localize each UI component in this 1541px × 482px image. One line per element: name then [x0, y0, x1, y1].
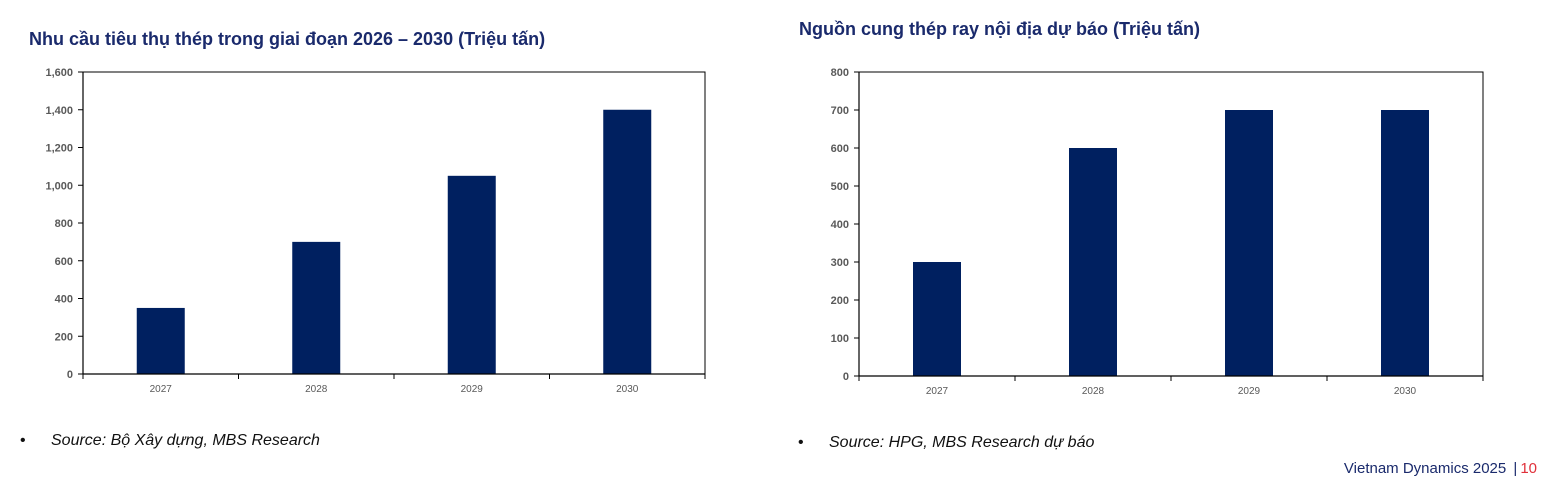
- bar-2029: [447, 175, 496, 374]
- chart-title: Nguồn cung thép ray nội địa dự báo (Triệ…: [799, 19, 1201, 39]
- source-text: Source: HPG, MBS Research dự báo: [829, 434, 1095, 451]
- y-tick-label: 600: [55, 256, 73, 268]
- y-tick-label: 0: [67, 369, 73, 381]
- bullet-icon: •: [798, 434, 804, 451]
- x-tick-label: 2030: [616, 384, 639, 395]
- y-tick-label: 1,600: [45, 67, 73, 79]
- bar-chart-rail-supply: 0 100 200 300 400 500 600 700 800 2027 2028 2029 203…: [831, 67, 1484, 397]
- y-tick-label: 800: [831, 67, 849, 79]
- chart-panel-rail-supply: Nguồn cung thép ray nội địa dự báo (Triệ…: [770, 0, 1541, 482]
- page-number: 10: [1520, 460, 1537, 477]
- x-tick-label: 2030: [1394, 386, 1417, 397]
- x-tick-label: 2029: [461, 384, 484, 395]
- report-name: Vietnam Dynamics 2025: [1343, 460, 1507, 477]
- x-tick-label: 2029: [1238, 386, 1261, 397]
- y-tick-label: 500: [831, 181, 849, 193]
- y-tick-label: 200: [55, 331, 73, 343]
- bar-2029: [1225, 110, 1273, 376]
- source-text: Source: Bộ Xây dựng, MBS Research: [51, 432, 320, 449]
- x-tick-label: 2027: [150, 384, 173, 395]
- y-tick-label: 200: [831, 295, 849, 307]
- y-tick-label: 0: [843, 371, 849, 383]
- x-tick-label: 2027: [926, 386, 949, 397]
- y-tick-label: 1,400: [45, 105, 73, 117]
- bar-2027: [913, 262, 961, 376]
- bar-2027: [136, 307, 185, 374]
- x-tick-label: 2028: [1082, 386, 1105, 397]
- chart-title: Nhu cầu tiêu thụ thép trong giai đoạn 20…: [29, 29, 546, 49]
- y-tick-label: 800: [55, 218, 73, 230]
- chart-panel-demand: Nhu cầu tiêu thụ thép trong giai đoạn 20…: [0, 0, 770, 482]
- y-tick-label: 300: [831, 257, 849, 269]
- bar-chart-steel-demand: 0 200 400 600 800 1,000 1,200 1,400 1,600 2027 202…: [45, 67, 706, 395]
- source-note: • Source: HPG, MBS Research dự báo: [798, 434, 1094, 452]
- y-tick-label: 1,200: [45, 143, 73, 155]
- source-note: • Source: Bộ Xây dựng, MBS Research: [20, 432, 320, 450]
- bar-2030: [603, 109, 652, 374]
- y-tick-label: 700: [831, 105, 849, 117]
- bar-2030: [1381, 110, 1429, 376]
- y-tick-label: 400: [55, 294, 73, 306]
- bar-2028: [1069, 148, 1117, 376]
- bar-2028: [292, 241, 341, 374]
- y-tick-label: 400: [831, 219, 849, 231]
- page-footer: Vietnam Dynamics 2025 | 10: [1344, 460, 1537, 477]
- y-tick-label: 1,000: [45, 180, 73, 192]
- y-tick-label: 600: [831, 143, 849, 155]
- y-tick-label: 100: [831, 333, 849, 345]
- x-tick-label: 2028: [305, 384, 328, 395]
- footer-separator: |: [1513, 460, 1518, 477]
- bullet-icon: •: [20, 432, 26, 449]
